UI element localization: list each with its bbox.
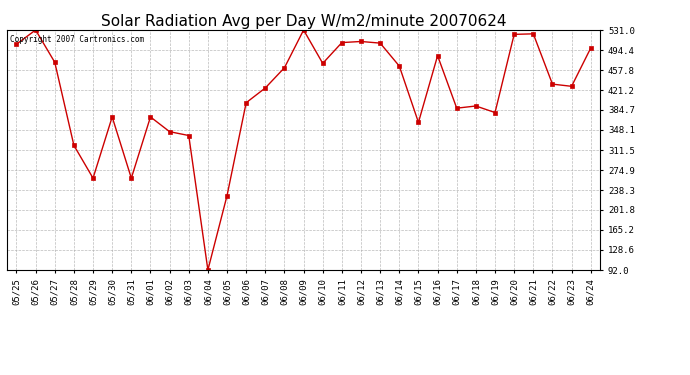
Text: Copyright 2007 Cartronics.com: Copyright 2007 Cartronics.com [10,35,144,44]
Title: Solar Radiation Avg per Day W/m2/minute 20070624: Solar Radiation Avg per Day W/m2/minute … [101,14,506,29]
